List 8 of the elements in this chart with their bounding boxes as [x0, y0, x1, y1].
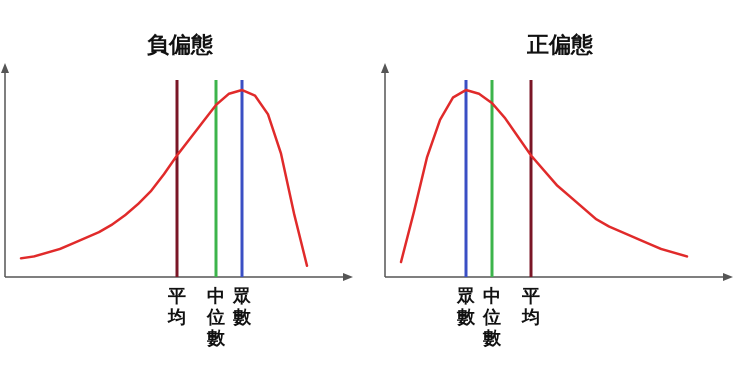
- x-tick-label: 平均: [167, 286, 186, 328]
- x-tick-label: 中位數: [206, 286, 226, 349]
- chart-title: 負偏態: [147, 32, 214, 58]
- x-tick-label: 平均: [521, 286, 540, 328]
- chart-title: 正偏態: [526, 32, 594, 58]
- x-tick-label: 眾數: [456, 286, 476, 328]
- x-tick-label: 眾數: [232, 286, 252, 328]
- x-tick-label: 中位數: [482, 286, 502, 349]
